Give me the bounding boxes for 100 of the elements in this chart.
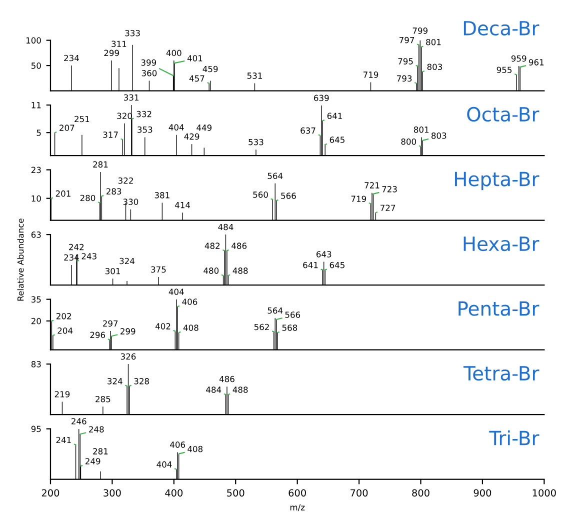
x-tick-label: 500 xyxy=(227,489,244,497)
annotation: 202 xyxy=(56,313,71,320)
annotation: 560 xyxy=(253,192,268,198)
annotation: 207 xyxy=(60,124,74,131)
y-tick-label: 95 xyxy=(31,426,41,432)
chart-title: Deca-Br xyxy=(464,21,540,36)
annotation: 564 xyxy=(268,307,283,314)
annotation: 961 xyxy=(528,59,544,66)
annotation: 801 xyxy=(426,38,441,46)
annotation: 296 xyxy=(90,332,106,338)
annotation: 317 xyxy=(103,132,118,138)
y-tick-label: 35 xyxy=(31,296,41,303)
annotation: 326 xyxy=(120,353,136,360)
annotation: 332 xyxy=(136,110,152,118)
x-tick-label: 300 xyxy=(104,489,121,497)
annotation: 297 xyxy=(103,320,118,327)
annotation: 241 xyxy=(56,436,71,444)
annotation: 719 xyxy=(363,72,378,78)
annotation: 401 xyxy=(187,55,202,62)
annotation: 242 xyxy=(69,244,84,250)
annotation: 248 xyxy=(89,426,104,433)
x-tick-label: 900 xyxy=(474,489,492,497)
annotation: 641 xyxy=(327,112,342,120)
annotation: 381 xyxy=(154,192,170,198)
annotation: 484 xyxy=(218,224,234,230)
y-tick-label: 50 xyxy=(32,62,41,69)
annotation: 797 xyxy=(400,36,414,44)
annotation: 801 xyxy=(414,126,429,133)
annotation: 533 xyxy=(248,138,264,146)
y-tick-label: 100 xyxy=(26,37,41,44)
annotation: 643 xyxy=(316,251,332,258)
annotation: 793 xyxy=(397,75,412,82)
annotation: 281 xyxy=(93,448,108,454)
y-tick-label: 23 xyxy=(31,166,41,174)
annotation: 449 xyxy=(196,124,212,131)
chart-title: Octa-Br xyxy=(467,106,540,122)
annotation: 400 xyxy=(166,50,182,56)
annotation: 564 xyxy=(268,172,283,180)
annotation: 482 xyxy=(204,242,220,249)
chart-title: Tri-Br xyxy=(489,430,540,446)
annotation: 480 xyxy=(204,268,219,274)
chart-title: Penta-Br xyxy=(458,301,540,316)
annotation: 283 xyxy=(106,188,122,195)
y-tick-label: 10 xyxy=(32,195,41,202)
x-tick-label: 400 xyxy=(165,489,183,497)
y-tick-label: 63 xyxy=(31,232,41,238)
annotation: 486 xyxy=(219,376,234,382)
annotation: 484 xyxy=(206,386,222,393)
annotation: 328 xyxy=(134,378,149,384)
annotation: 324 xyxy=(108,378,122,384)
annotation: 562 xyxy=(254,324,269,330)
annotation: 721 xyxy=(364,182,380,188)
annotation: 959 xyxy=(511,55,526,62)
chart-title: Tetra-Br xyxy=(463,366,540,381)
annotation: 568 xyxy=(282,324,298,331)
annotation: 219 xyxy=(54,391,70,398)
annotation: 639 xyxy=(314,94,329,102)
annotation: 457 xyxy=(189,75,204,82)
annotation: 488 xyxy=(232,268,248,274)
annotation: 204 xyxy=(58,327,73,334)
annotation: 324 xyxy=(120,258,134,264)
annotation: 955 xyxy=(496,66,512,74)
annotation: 322 xyxy=(118,177,133,184)
annotation: 486 xyxy=(232,242,247,249)
annotation: 311 xyxy=(112,40,126,48)
annotation: 795 xyxy=(398,58,413,64)
x-tick-label: 1000 xyxy=(532,489,556,497)
annotation: 246 xyxy=(72,418,86,424)
y-tick-label: 11 xyxy=(32,102,41,108)
annotation: 414 xyxy=(175,202,190,208)
annotation: 330 xyxy=(123,198,138,205)
x-tick-label: 700 xyxy=(350,489,368,497)
chart-title: Hepta-Br xyxy=(455,172,540,190)
annotation: 406 xyxy=(170,442,186,448)
annotation: 566 xyxy=(285,312,300,318)
annotation: 459 xyxy=(202,66,218,72)
annotation: 353 xyxy=(138,126,152,133)
annotation: 488 xyxy=(232,386,248,393)
annotation: 285 xyxy=(96,396,110,402)
annotation: 281 xyxy=(93,161,108,168)
annotation: 360 xyxy=(142,70,157,76)
y-tick-label: 83 xyxy=(31,361,41,368)
annotation: 402 xyxy=(155,323,170,330)
annotation: 404 xyxy=(168,288,184,295)
annotation: 531 xyxy=(247,72,262,79)
annotation: 641 xyxy=(303,262,318,268)
annotation: 645 xyxy=(330,136,344,143)
annotation: 251 xyxy=(74,116,90,122)
annotation: 637 xyxy=(300,127,316,134)
y-tick-label: 5 xyxy=(36,130,41,136)
annotation: 719 xyxy=(351,196,366,202)
x-tick-label: 800 xyxy=(412,489,430,497)
x-tick-label: 600 xyxy=(288,489,306,497)
annotation: 803 xyxy=(432,132,446,139)
annotation: 800 xyxy=(401,138,416,145)
annotation: 723 xyxy=(382,186,397,192)
annotation: 299 xyxy=(120,328,136,334)
annotation: 406 xyxy=(182,298,198,305)
annotation: 333 xyxy=(125,30,140,36)
annotation: 803 xyxy=(427,64,442,70)
